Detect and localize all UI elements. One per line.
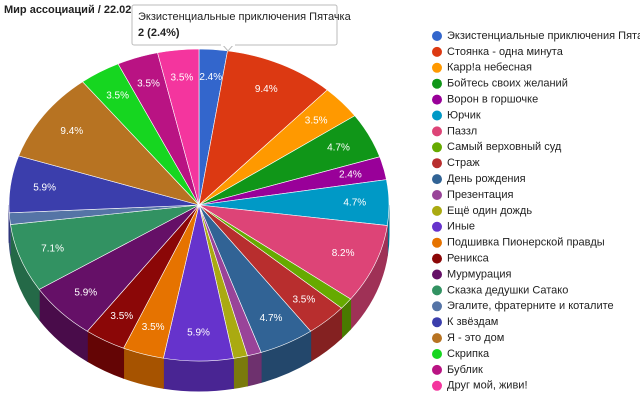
legend-marker <box>432 31 442 41</box>
legend-marker <box>432 365 442 375</box>
legend-label: Презентация <box>447 189 513 201</box>
legend-label: День рождения <box>447 173 526 185</box>
data-label: 4.7% <box>343 198 366 209</box>
legend-marker <box>432 317 442 327</box>
data-label: 3.5% <box>110 311 133 322</box>
legend-label: Эгалите, фратерните и коталите <box>447 300 614 312</box>
legend: Экзистенциальные приключения Пятачка Стоя… <box>432 30 640 392</box>
legend-label: Ещё один дождь <box>447 205 532 217</box>
legend-marker <box>432 206 442 216</box>
slice-side <box>233 356 247 389</box>
legend-marker <box>432 47 442 57</box>
tooltip: Экзистенциальные приключения Пятачка 2 (… <box>132 5 352 51</box>
legend-marker <box>432 174 442 184</box>
tooltip-join <box>221 43 235 46</box>
data-label: 5.9% <box>33 182 56 193</box>
data-label: 3.5% <box>106 91 129 102</box>
data-label: 9.4% <box>60 126 83 137</box>
legend-marker <box>432 270 442 280</box>
legend-label: Я - это дом <box>447 332 504 344</box>
legend-label: К звёздам <box>447 316 498 328</box>
legend-marker <box>432 111 442 121</box>
data-label: 9.4% <box>255 84 278 95</box>
slice-side <box>247 352 261 385</box>
legend-marker <box>432 190 442 200</box>
tooltip-title: Экзистенциальные приключения Пятачка <box>138 11 352 23</box>
data-label: 2.4% <box>339 169 362 180</box>
legend-label: Реникса <box>447 253 490 265</box>
legend-marker <box>432 238 442 248</box>
legend-label: Друг мой, живи! <box>447 380 528 392</box>
data-label: 2.4% <box>199 72 222 83</box>
data-label: 3.5% <box>305 115 328 126</box>
legend-marker <box>432 95 442 105</box>
legend-label: Самый верховный суд <box>447 141 562 153</box>
legend-marker <box>432 158 442 168</box>
pie: 2.4% 9.4% 3.5% 4.7% 2.4% 4.7% 8.2% 3.5% 4.7% 5.9%… <box>9 49 389 391</box>
legend-marker <box>432 333 442 343</box>
legend-label: Юрчик <box>447 109 481 121</box>
legend-label: Подшивка Пионерской правды <box>447 237 605 249</box>
legend-label: Стоянка - одна минута <box>447 46 564 58</box>
data-label: 3.5% <box>137 79 160 90</box>
legend-label: Бойтесь своих желаний <box>447 78 568 90</box>
chart-title: Мир ассоциаций / 22.02 07 <box>4 4 147 16</box>
pie-tops: 2.4% 9.4% 3.5% 4.7% 2.4% 4.7% 8.2% 3.5% 4.7% 5.9%… <box>9 49 389 361</box>
legend-label: Карр!а небесная <box>447 62 532 74</box>
legend-marker <box>432 79 442 89</box>
legend-marker <box>432 222 442 232</box>
data-label: 7.1% <box>41 243 64 254</box>
legend-marker <box>432 142 442 152</box>
data-label: 5.9% <box>187 328 210 339</box>
legend-marker <box>432 381 442 391</box>
data-label: 3.5% <box>292 294 315 305</box>
data-label: 8.2% <box>332 248 355 259</box>
legend-label: Экзистенциальные приключения Пятачка <box>447 30 640 42</box>
data-label: 3.5% <box>171 72 194 83</box>
legend-label: Ворон в горшочке <box>447 94 538 106</box>
data-label: 3.5% <box>142 322 165 333</box>
legend-label: Скрипка <box>447 348 490 360</box>
data-label: 4.7% <box>260 313 283 324</box>
legend-marker <box>432 63 442 73</box>
legend-marker <box>432 285 442 295</box>
legend-marker <box>432 349 442 359</box>
legend-marker <box>432 126 442 136</box>
legend-label: Страж <box>447 157 480 169</box>
legend-label: Бублик <box>447 364 483 376</box>
slice-side <box>163 358 233 391</box>
legend-marker <box>432 301 442 311</box>
tooltip-text: 2 (2.4%) <box>138 27 180 39</box>
data-label: 5.9% <box>74 288 97 299</box>
legend-marker <box>432 254 442 264</box>
legend-label: Иные <box>447 221 475 233</box>
data-label: 4.7% <box>327 143 350 154</box>
legend-label: Мурмурация <box>447 268 512 280</box>
legend-label: Паззл <box>447 125 477 137</box>
legend-label: Сказка дедушки Сатако <box>447 284 568 296</box>
